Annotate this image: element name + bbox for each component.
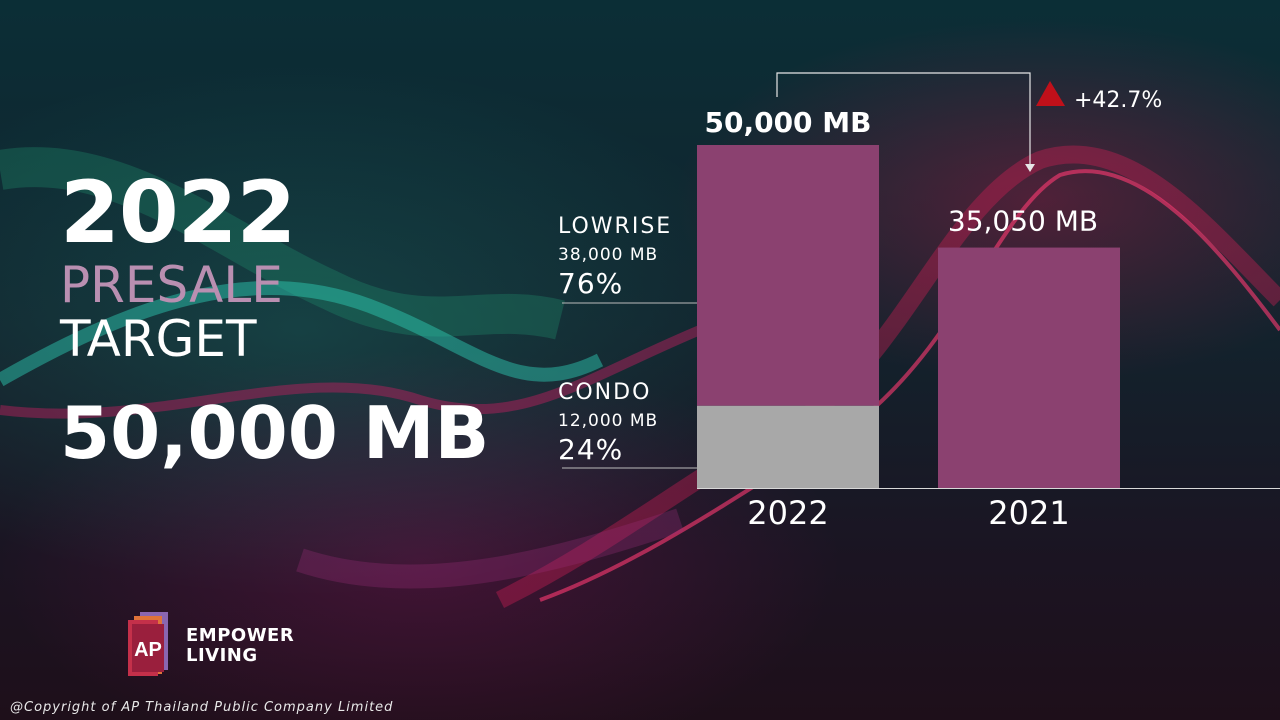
data-label-total-2021: 35,050 MB	[948, 205, 1098, 238]
segment-percent-condo: 24%	[558, 433, 623, 466]
bar-2022-lowrise	[697, 145, 879, 406]
headline-presale: PRESALE	[60, 256, 283, 314]
segment-name-lowrise: LOWRISE	[558, 214, 672, 239]
brand-line-1: EMPOWER	[186, 625, 295, 646]
growth-percent-label: +42.7%	[1074, 88, 1162, 113]
bar-2022-condo	[697, 405, 879, 488]
ap-logo: AP	[128, 612, 168, 676]
headline-total: 50,000 MB	[60, 391, 490, 475]
segment-name-condo: CONDO	[558, 380, 651, 405]
bar-2021-lowrise	[938, 247, 1120, 488]
x-tick-label-2022: 2022	[747, 494, 828, 532]
data-label-total-2022: 50,000 MB	[704, 106, 871, 139]
segment-value-condo: 12,000 MB	[558, 411, 658, 431]
headline-year: 2022	[60, 163, 296, 263]
x-tick-label-2021: 2021	[988, 494, 1069, 532]
growth-up-triangle-icon	[1036, 81, 1065, 106]
logo-text: AP	[134, 639, 162, 661]
segment-percent-lowrise: 76%	[558, 267, 623, 300]
growth-connector-arrowhead	[1025, 164, 1035, 172]
brand-name: EMPOWER LIVING	[186, 626, 294, 666]
headline-target: TARGET	[60, 310, 257, 368]
growth-connector-line	[776, 72, 1031, 166]
copyright-text: @Copyright of AP Thailand Public Company…	[10, 700, 394, 715]
brand-line-2: LIVING	[186, 645, 258, 666]
segment-value-lowrise: 38,000 MB	[558, 245, 658, 265]
